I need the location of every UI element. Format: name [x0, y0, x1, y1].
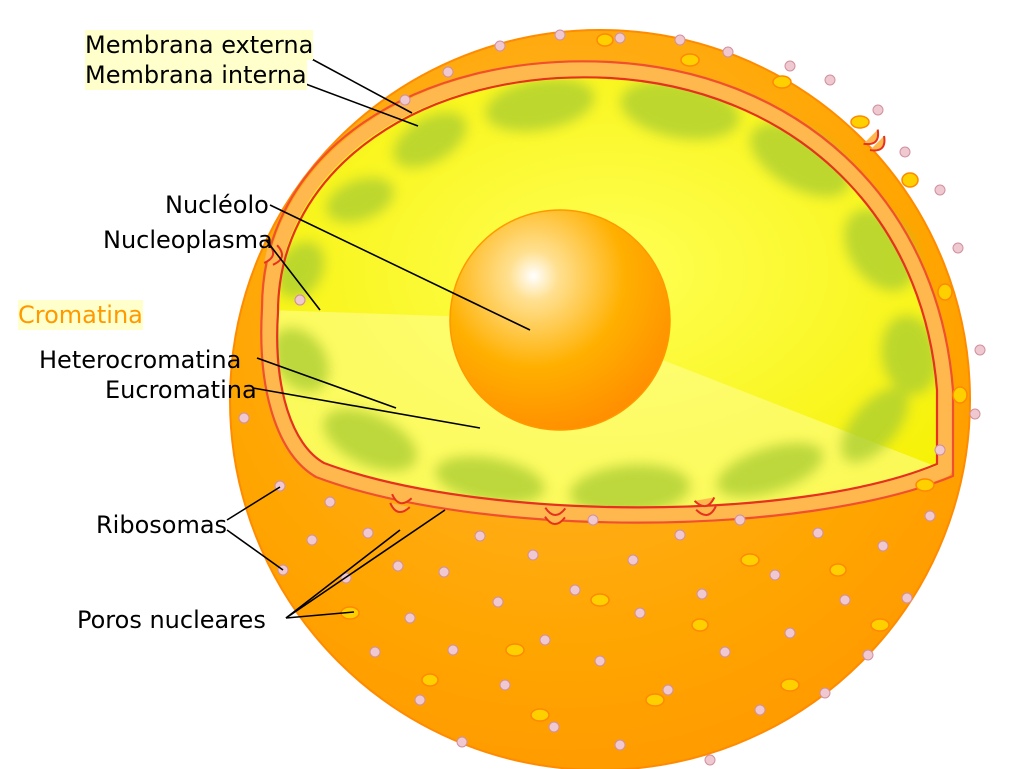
label-poros-nucleares: Poros nucleares: [77, 605, 266, 635]
label-membrana-externa: Membrana externa: [85, 30, 313, 60]
label-ribosomas: Ribosomas: [96, 510, 227, 540]
label-membrana-interna: Membrana interna: [85, 60, 307, 90]
label-nucleolo: Nucléolo: [165, 190, 269, 220]
label-nucleoplasma: Nucleoplasma: [103, 225, 273, 255]
label-cromatina: Cromatina: [18, 300, 143, 330]
label-eucromatina: Eucromatina: [105, 375, 257, 405]
label-heterocromatina: Heterocromatina: [39, 345, 241, 375]
nucleolus: [450, 210, 670, 430]
